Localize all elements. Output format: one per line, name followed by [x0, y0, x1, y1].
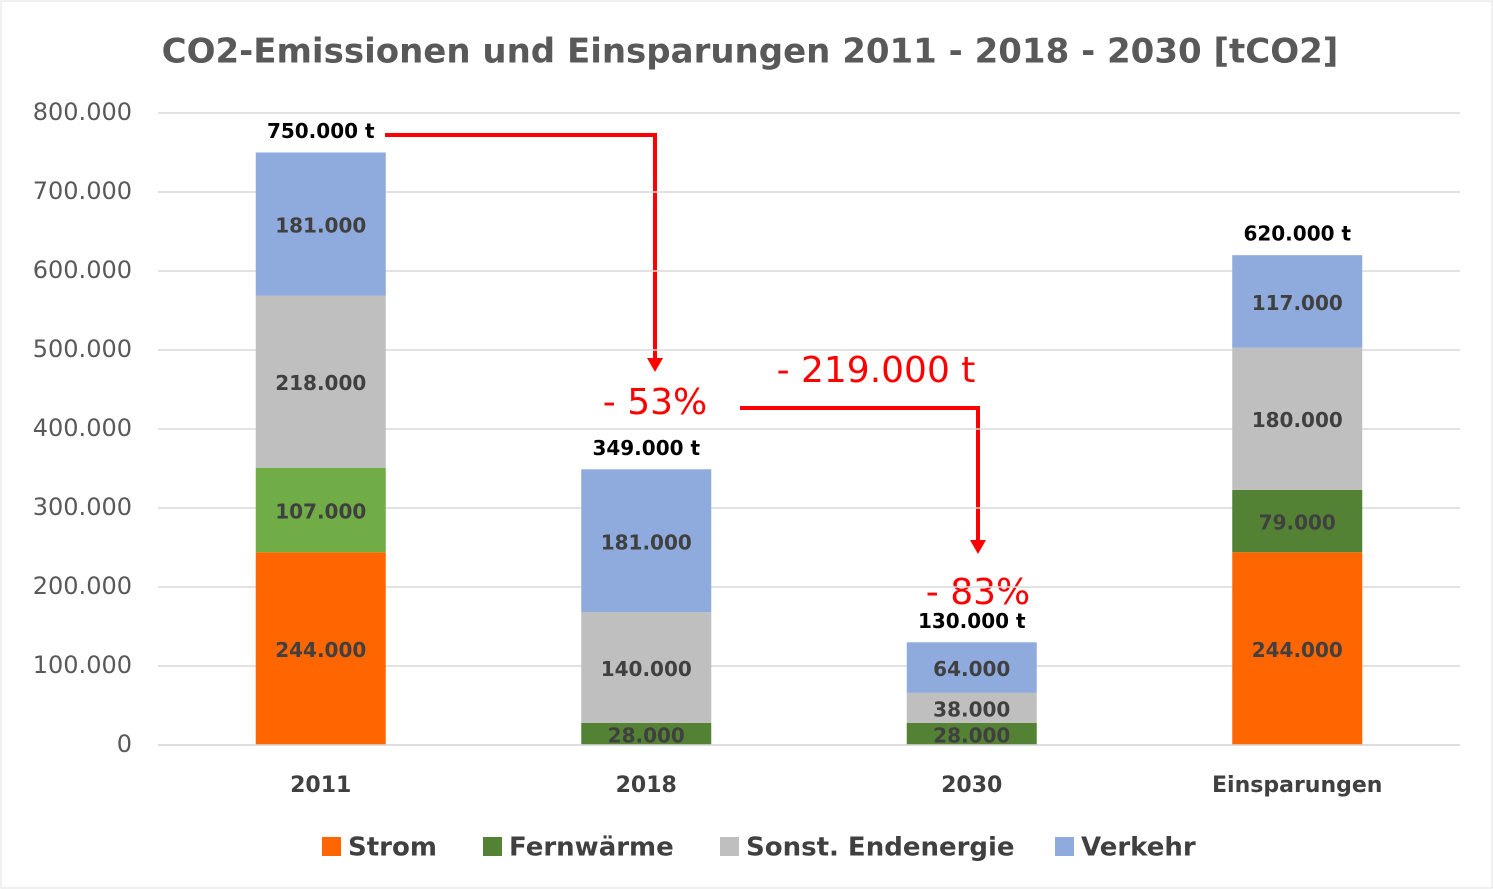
arrow-head — [970, 540, 986, 554]
arrow — [740, 406, 980, 542]
value-label: 244.000 — [275, 638, 366, 662]
y-tick-label: 500.000 — [33, 335, 132, 363]
legend-label: Verkehr — [1081, 833, 1196, 863]
arrow — [385, 133, 657, 360]
x-tick-label: 2018 — [616, 773, 677, 798]
bar-segment — [1232, 347, 1363, 490]
total-label: 620.000 t — [1243, 222, 1351, 246]
bar-segment — [255, 552, 386, 745]
value-label: 107.000 — [275, 499, 366, 523]
y-tick-label: 700.000 — [33, 177, 132, 205]
bar-segment — [1232, 489, 1363, 553]
x-tick-label: Einsparungen — [1212, 773, 1382, 798]
arrows — [385, 133, 980, 542]
total-label: 750.000 t — [267, 119, 375, 143]
total-label: 349.000 t — [592, 436, 700, 460]
value-label: 140.000 — [601, 657, 692, 681]
value-label: 181.000 — [275, 213, 366, 237]
y-tick-label: 200.000 — [33, 572, 132, 600]
y-tick-label: 600.000 — [33, 256, 132, 284]
arrow-head — [647, 358, 663, 372]
bar-segment — [581, 469, 712, 613]
value-label: 181.000 — [601, 530, 692, 554]
y-tick-label: 300.000 — [33, 493, 132, 521]
legend-label: Fernwärme — [509, 833, 674, 863]
value-label: 28.000 — [933, 723, 1010, 747]
bar-segment — [1232, 255, 1363, 348]
bar-segment — [906, 692, 1037, 723]
legend-swatch — [322, 837, 341, 856]
bar-segment — [906, 722, 1037, 745]
annotation: - 83% — [926, 572, 1030, 613]
bar-segment — [255, 152, 386, 296]
legend-swatch — [1055, 837, 1074, 856]
y-tick-label: 100.000 — [33, 651, 132, 679]
annotation: - 219.000 t — [777, 350, 976, 391]
total-label: 130.000 t — [918, 609, 1026, 633]
bar-segment — [906, 642, 1037, 693]
value-label: 180.000 — [1252, 408, 1343, 432]
annotation: - 53% — [603, 382, 707, 423]
x-tick-label: 2011 — [290, 773, 351, 798]
value-label: 218.000 — [275, 371, 366, 395]
legend-swatch — [720, 837, 739, 856]
bar-segment — [1232, 552, 1363, 745]
bar-segment — [255, 467, 386, 553]
x-tick-label: 2030 — [941, 773, 1002, 798]
y-tick-label: 400.000 — [33, 414, 132, 442]
y-tick-label: 800.000 — [33, 98, 132, 126]
value-label: 64.000 — [933, 657, 1010, 681]
value-label: 244.000 — [1252, 638, 1343, 662]
y-tick-label: 0 — [117, 730, 132, 758]
value-label: 38.000 — [933, 697, 1010, 721]
bar-segment — [255, 295, 386, 468]
value-label: 79.000 — [1259, 511, 1336, 535]
chart-title: CO2-Emissionen und Einsparungen 2011 - 2… — [162, 32, 1339, 72]
bar-segment — [581, 612, 712, 723]
value-label: 28.000 — [608, 723, 685, 747]
legend-swatch — [483, 837, 502, 856]
legend-label: Strom — [348, 833, 437, 863]
bar-segment — [581, 722, 712, 745]
value-label: 117.000 — [1252, 291, 1343, 315]
legend-label: Sonst. Endenergie — [746, 833, 1015, 863]
